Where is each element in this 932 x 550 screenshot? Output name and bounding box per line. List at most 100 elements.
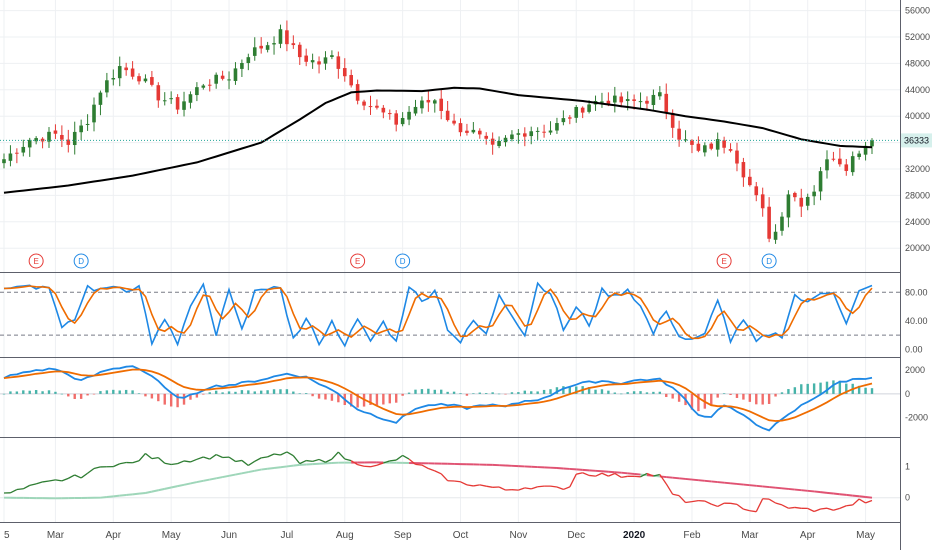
candle-body[interactable] bbox=[394, 113, 399, 125]
ratio-line-segment[interactable] bbox=[299, 459, 307, 465]
candle-body[interactable] bbox=[265, 45, 270, 50]
candle-body[interactable] bbox=[143, 78, 148, 82]
candle-body[interactable] bbox=[535, 130, 540, 132]
candle-body[interactable] bbox=[548, 130, 553, 133]
candle-body[interactable] bbox=[497, 140, 501, 147]
candle-body[interactable] bbox=[580, 107, 585, 113]
candle-body[interactable] bbox=[606, 100, 611, 105]
ratio-line-segment[interactable] bbox=[576, 472, 583, 475]
candle-body[interactable] bbox=[452, 120, 456, 124]
ratio-line-segment[interactable] bbox=[794, 506, 802, 509]
candle-body[interactable] bbox=[201, 85, 206, 88]
candle-body[interactable] bbox=[53, 130, 58, 134]
ratio-line-segment[interactable] bbox=[833, 507, 841, 511]
candle-body[interactable] bbox=[323, 57, 328, 64]
candle-body[interactable] bbox=[735, 150, 739, 164]
candle-body[interactable] bbox=[362, 101, 366, 106]
candle-body[interactable] bbox=[111, 78, 116, 80]
candle-body[interactable] bbox=[162, 100, 167, 102]
ratio-line-segment[interactable] bbox=[601, 472, 609, 477]
ratio-line-segment[interactable] bbox=[672, 493, 680, 497]
candle-body[interactable] bbox=[66, 139, 71, 145]
ratio-line-segment[interactable] bbox=[241, 459, 249, 466]
event-marker-d[interactable] bbox=[395, 253, 411, 269]
ratio-line-segment[interactable] bbox=[428, 467, 436, 472]
ratio-line-segment[interactable] bbox=[228, 456, 236, 463]
ratio-line-segment[interactable] bbox=[614, 472, 622, 478]
candle-body[interactable] bbox=[561, 118, 566, 123]
ratio-line-segment[interactable] bbox=[749, 510, 757, 513]
event-marker-d[interactable] bbox=[761, 253, 777, 269]
candle-body[interactable] bbox=[426, 99, 431, 103]
macd-pane[interactable] bbox=[0, 365, 900, 432]
candle-body[interactable] bbox=[863, 145, 868, 155]
ratio-line-segment[interactable] bbox=[550, 485, 558, 488]
candle-body[interactable] bbox=[285, 30, 289, 45]
candle-body[interactable] bbox=[458, 123, 463, 133]
candle-body[interactable] bbox=[27, 139, 32, 148]
candle-body[interactable] bbox=[760, 194, 765, 209]
candle-body[interactable] bbox=[703, 145, 707, 153]
ratio-line-segment[interactable] bbox=[621, 475, 628, 478]
ratio-line-segment[interactable] bbox=[138, 453, 146, 462]
ratio-line-segment[interactable] bbox=[350, 460, 358, 466]
candle-body[interactable] bbox=[175, 97, 180, 110]
candle-body[interactable] bbox=[72, 131, 77, 146]
candle-body[interactable] bbox=[349, 75, 353, 86]
ratio-line-segment[interactable] bbox=[261, 456, 268, 459]
candle-body[interactable] bbox=[432, 100, 437, 104]
candle-body[interactable] bbox=[484, 135, 489, 139]
candle-body[interactable] bbox=[632, 99, 636, 101]
ratio-line-segment[interactable] bbox=[196, 456, 204, 460]
ratio-pane[interactable] bbox=[0, 451, 900, 513]
ratio-line-segment[interactable] bbox=[171, 463, 178, 466]
candle-body[interactable] bbox=[805, 196, 810, 206]
candle-body[interactable] bbox=[838, 158, 842, 165]
ratio-line-segment[interactable] bbox=[518, 487, 526, 491]
ratio-line-segment[interactable] bbox=[280, 451, 288, 456]
ratio-line-segment[interactable] bbox=[132, 460, 140, 464]
candle-body[interactable] bbox=[195, 87, 199, 96]
ratio-line-segment[interactable] bbox=[119, 461, 127, 465]
ratio-line-segment[interactable] bbox=[569, 473, 577, 488]
ratio-line-segment[interactable] bbox=[768, 498, 776, 504]
ratio-line-segment[interactable] bbox=[595, 472, 603, 477]
candle-body[interactable] bbox=[555, 123, 559, 131]
ratio-line-segment[interactable] bbox=[852, 498, 860, 506]
candle-body[interactable] bbox=[722, 140, 726, 148]
ratio-line-segment[interactable] bbox=[370, 464, 378, 468]
ratio-line-segment[interactable] bbox=[453, 480, 461, 483]
candle-body[interactable] bbox=[696, 143, 701, 151]
candle-body[interactable] bbox=[117, 66, 122, 79]
ratio-line-segment[interactable] bbox=[685, 501, 693, 504]
candle-body[interactable] bbox=[793, 192, 797, 198]
candle-body[interactable] bbox=[336, 56, 341, 69]
ratio-line-segment[interactable] bbox=[93, 466, 101, 470]
candle-body[interactable] bbox=[259, 45, 263, 49]
candle-body[interactable] bbox=[825, 159, 829, 171]
ratio-line-segment[interactable] bbox=[486, 485, 493, 488]
stochastic-pane[interactable] bbox=[0, 281, 900, 348]
ratio-line-segment[interactable] bbox=[55, 479, 62, 482]
ratio-line-segment[interactable] bbox=[704, 500, 712, 505]
ratio-line-segment[interactable] bbox=[10, 488, 18, 494]
ratio-line-segment[interactable] bbox=[826, 507, 834, 511]
ratio-line-segment[interactable] bbox=[247, 460, 256, 467]
candle-body[interactable] bbox=[664, 93, 669, 113]
candle-body[interactable] bbox=[227, 79, 231, 81]
candle-body[interactable] bbox=[651, 94, 656, 106]
candle-body[interactable] bbox=[130, 68, 135, 77]
ratio-line-segment[interactable] bbox=[337, 451, 346, 460]
ratio-line-segment[interactable] bbox=[164, 462, 172, 466]
ratio-line-segment[interactable] bbox=[678, 495, 687, 503]
ratio-line-segment[interactable] bbox=[846, 504, 853, 507]
ratio-line-segment[interactable] bbox=[177, 460, 185, 465]
candle-body[interactable] bbox=[574, 106, 579, 118]
ratio-line-segment[interactable] bbox=[537, 485, 545, 488]
ratio-line-segment[interactable] bbox=[331, 451, 339, 460]
candle-body[interactable] bbox=[445, 110, 450, 121]
ratio-line-segment[interactable] bbox=[820, 507, 828, 510]
candle-body[interactable] bbox=[368, 106, 373, 108]
candle-body[interactable] bbox=[137, 76, 141, 82]
